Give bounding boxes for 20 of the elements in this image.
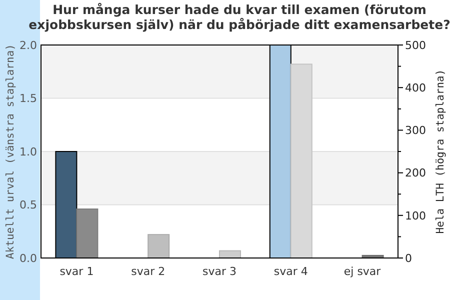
y2-tick-label: 0 (405, 252, 412, 265)
y-tick-label: 1.0 (20, 145, 37, 158)
y-tick-label: 0.5 (20, 198, 37, 212)
x-tick-label: svar 4 (274, 265, 308, 278)
x-tick-label: svar 2 (131, 265, 166, 278)
chart-title: Hur många kurser hade du kvar till examen (förutom exjobbskursen själv) när du påbörjade ditt examensarbete? (28, 2, 450, 32)
y-tick-label: 2.0 (20, 38, 37, 52)
y2-tick-label: 300 (405, 124, 426, 138)
y-tick-label: 0.0 (20, 252, 37, 265)
y2-axis-title: Hela LTH (högra staplarna) (434, 69, 447, 234)
y2-tick-label: 400 (405, 81, 426, 94)
y-axis-title: Aktuellt urval (vänstra staplarna) (4, 44, 17, 259)
x-tick-label: svar 3 (202, 265, 236, 278)
y2-tick-label: 500 (405, 38, 426, 52)
y-tick-label: 1.5 (20, 92, 37, 106)
x-tick-label: svar 1 (60, 265, 94, 278)
bar (148, 234, 170, 258)
y2-tick-label: 100 (405, 209, 426, 222)
x-tick-label: ej svar (344, 265, 382, 278)
y2-tick-label: 200 (405, 166, 426, 180)
